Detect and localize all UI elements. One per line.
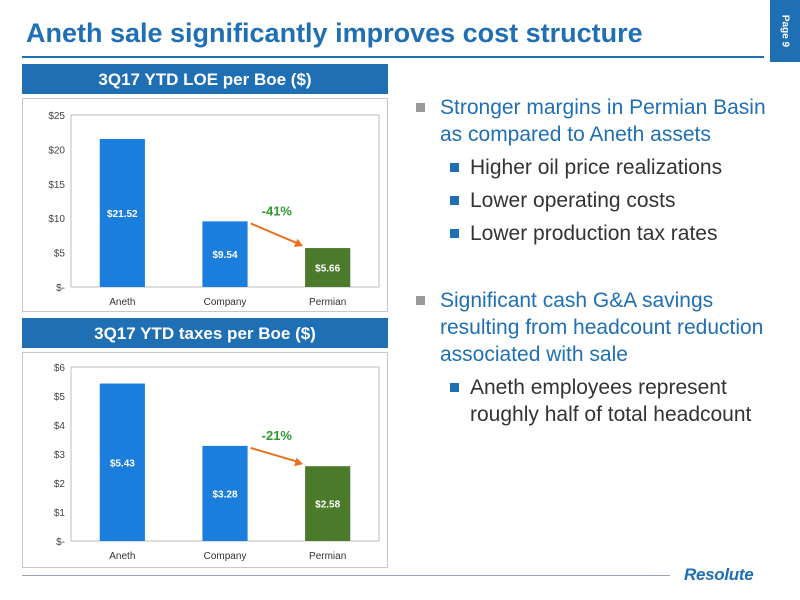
bullet-item: Significant cash G&A savings resulting f… (408, 287, 788, 368)
chart-1-title: 3Q17 YTD LOE per Boe ($) (22, 64, 388, 96)
x-tick-label: Company (204, 297, 247, 308)
bar-aneth (99, 383, 145, 541)
footer-divider (22, 575, 670, 576)
sub-bullet-marker (450, 163, 459, 172)
change-percent-label: -21% (262, 428, 293, 443)
change-arrow-head (294, 457, 304, 467)
bullet-list: Stronger margins in Permian Basin as com… (408, 94, 788, 428)
data-label: $9.54 (212, 250, 237, 261)
bar-permian (305, 248, 351, 287)
data-label: $21.52 (107, 209, 138, 220)
bar-company (202, 445, 248, 541)
y-tick-label: $15 (48, 180, 65, 191)
y-tick-label: $1 (54, 508, 66, 519)
x-tick-label: Company (204, 551, 247, 562)
data-label: $5.66 (315, 264, 340, 275)
bar-aneth (99, 138, 145, 287)
bar-permian (305, 466, 351, 541)
sub-bullet-item: Lower production tax rates (408, 220, 788, 247)
title-divider (22, 56, 764, 58)
data-label: $5.43 (110, 458, 135, 469)
bullet-marker (416, 103, 425, 112)
y-tick-label: $2 (54, 479, 66, 490)
sub-bullet-item: Aneth employees represent roughly half o… (408, 374, 788, 428)
x-tick-label: Aneth (109, 551, 135, 562)
company-logo: Resolute (684, 565, 754, 584)
page-title: Aneth sale significantly improves cost s… (26, 18, 643, 48)
sub-bullet-text: Higher oil price realizations (470, 156, 723, 179)
page-number: Page 9 (779, 14, 791, 48)
chart-1-plot: $- $5 $10 $15 $20 $25 $21.52 Aneth $9.54 Company $… (48, 111, 380, 308)
change-arrow-line (250, 222, 300, 245)
sub-bullet-text: Lower operating costs (470, 189, 676, 212)
y-tick-label: $4 (54, 421, 66, 432)
y-tick-label: $6 (54, 363, 66, 374)
data-label: $2.58 (315, 500, 340, 511)
sub-bullet-marker (450, 383, 459, 392)
bullet-text: Significant cash G&A savings resulting f… (440, 289, 764, 366)
sub-bullet-text: Aneth employees represent roughly half o… (470, 376, 752, 426)
y-tick-label: $3 (54, 450, 66, 461)
sub-bullet-item: Higher oil price realizations (408, 154, 788, 181)
y-tick-label: $25 (48, 111, 65, 122)
sub-bullet-item: Lower operating costs (408, 187, 788, 214)
chart-2-plot: $- $1 $2 $3 $4 $5 $6 $5.43 Aneth $3.28 Company $2.5… (54, 363, 380, 562)
x-tick-label: Aneth (109, 297, 135, 308)
change-arrow-line (250, 446, 300, 464)
bullet-item: Stronger margins in Permian Basin as com… (408, 94, 788, 148)
bar-company (202, 221, 248, 287)
chart-2-frame: $- $1 $2 $3 $4 $5 $6 $5.43 Aneth $3.28 Company $2.5… (22, 352, 388, 568)
y-tick-label: $- (56, 537, 65, 548)
y-tick-label: $5 (54, 392, 66, 403)
change-arrow-head (293, 238, 304, 248)
sub-bullet-marker (450, 229, 459, 238)
bullet-text: Stronger margins in Permian Basin as com… (440, 96, 766, 146)
page-number-tab: Page 9 (770, 0, 800, 62)
y-tick-label: $- (56, 283, 65, 294)
y-tick-label: $10 (48, 214, 65, 225)
data-label: $3.28 (212, 489, 237, 500)
sub-bullet-text: Lower production tax rates (470, 222, 718, 245)
x-tick-label: Permian (309, 551, 346, 562)
change-percent-label: -41% (262, 203, 293, 218)
chart-2-title: 3Q17 YTD taxes per Boe ($) (22, 318, 388, 350)
chart-1-frame: $- $5 $10 $15 $20 $25 $21.52 Aneth $9.54 Company $… (22, 98, 388, 312)
sub-bullet-marker (450, 196, 459, 205)
x-tick-label: Permian (309, 297, 346, 308)
y-tick-label: $5 (54, 249, 66, 260)
bullet-marker (416, 296, 425, 305)
y-tick-label: $20 (48, 145, 65, 156)
